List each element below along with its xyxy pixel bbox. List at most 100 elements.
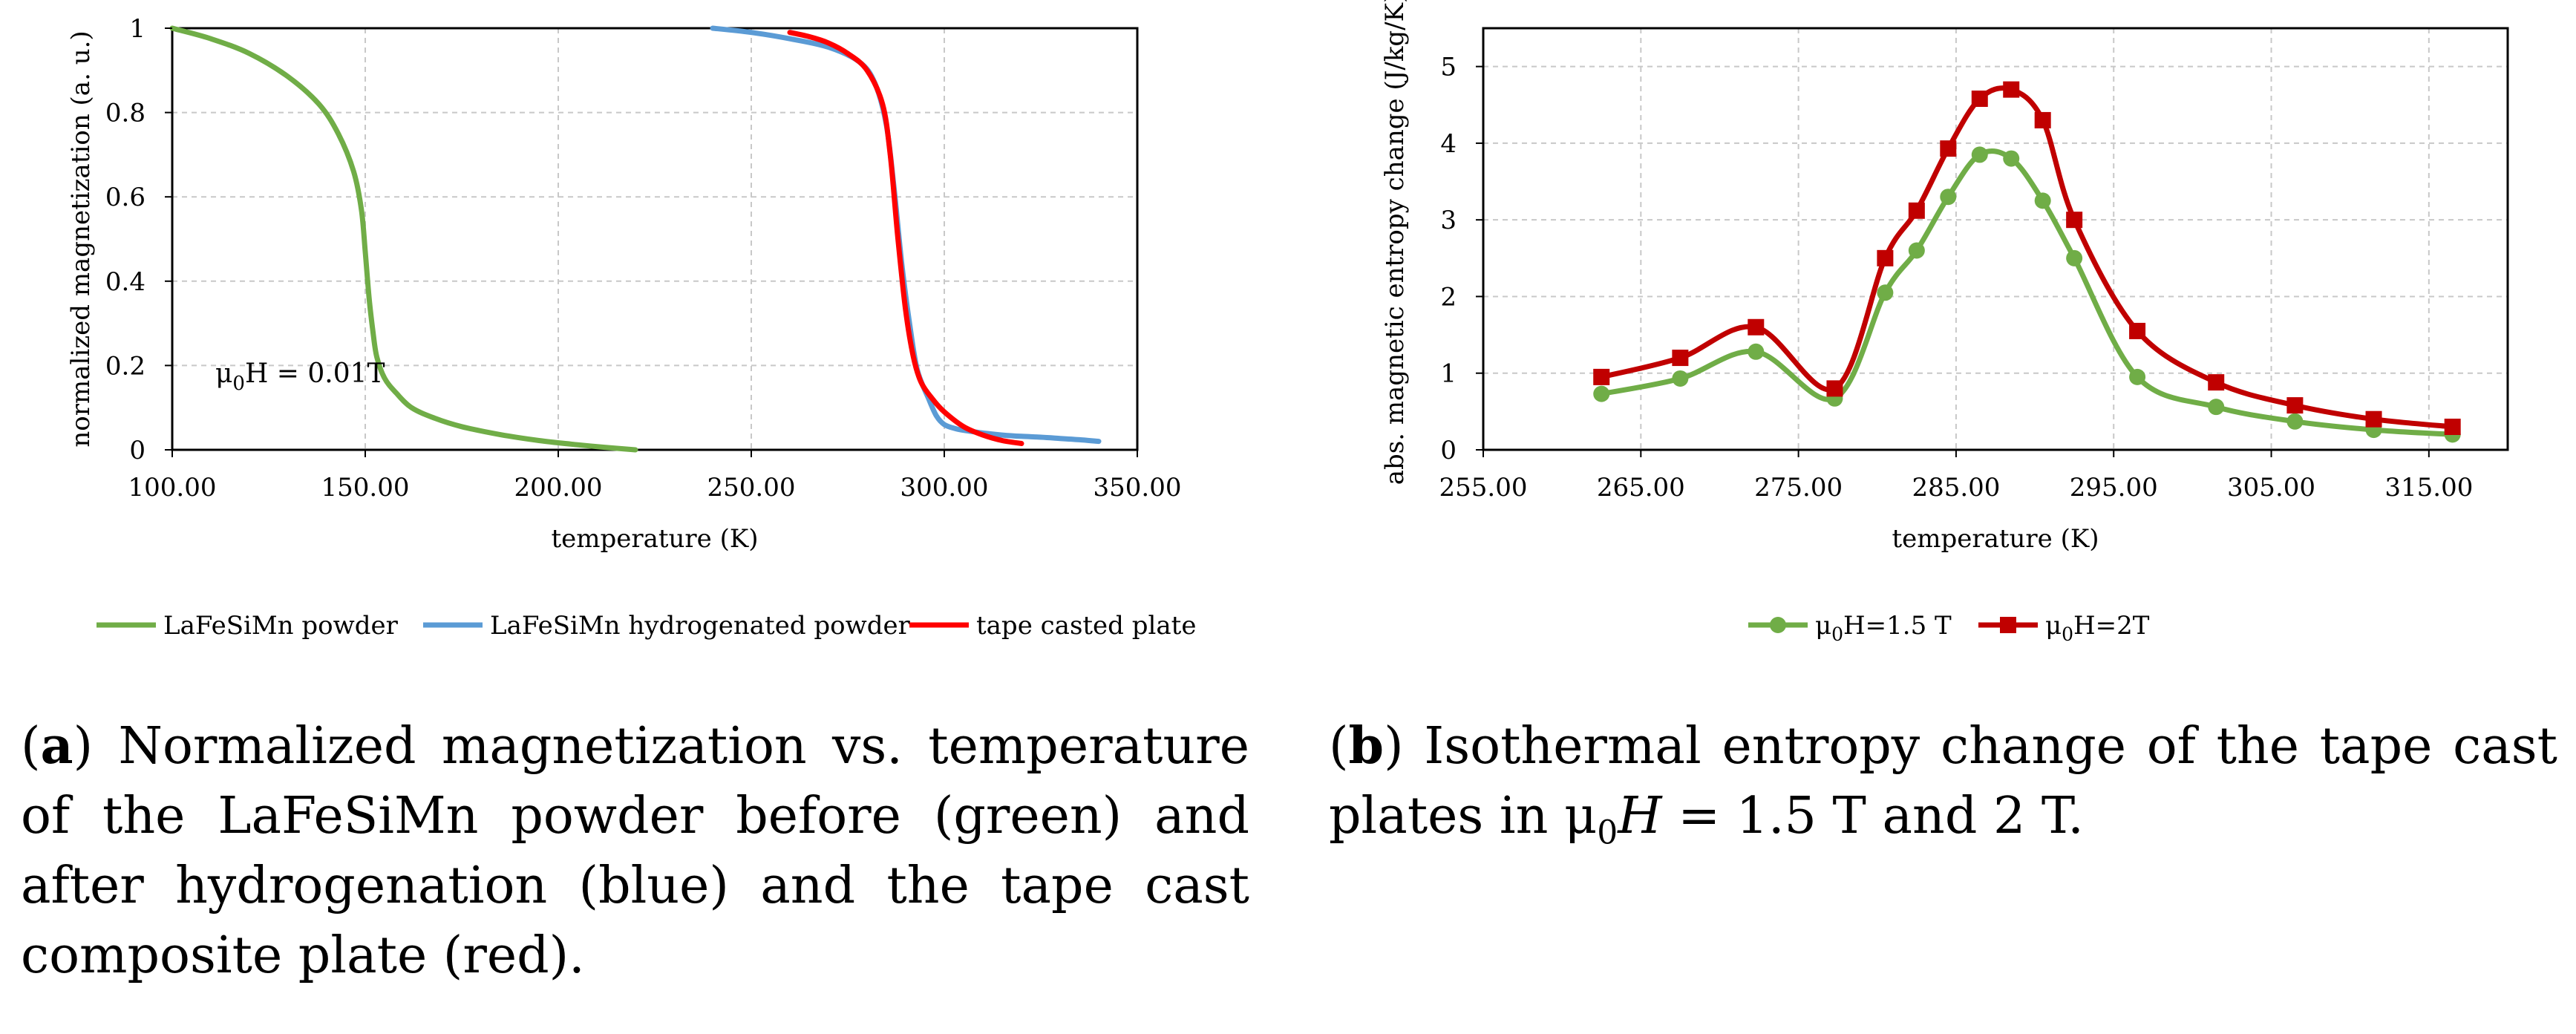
caption-b-pre: Isothermal entropy change of the tape ca…	[1329, 717, 2557, 845]
data-point-circle	[2034, 192, 2051, 209]
caption-b-label: b	[1348, 716, 1385, 776]
annotation-mu: μ	[215, 359, 232, 389]
data-point-circle	[2129, 368, 2146, 385]
legend-text-2: H=2T	[2073, 611, 2150, 641]
caption-b: (b) Isothermal entropy change of the tap…	[1329, 716, 2557, 852]
annotation-text: H = 0.01T	[245, 359, 385, 389]
data-point-circle	[1672, 370, 1689, 387]
y-tick-label: 1	[129, 14, 146, 44]
data-point-square	[2365, 410, 2382, 428]
caption-b-sub: 0	[1597, 814, 1618, 852]
caption-b-mu: μ	[1564, 787, 1598, 845]
legend-marker-square	[2000, 617, 2016, 633]
series-line-2	[787, 30, 1024, 446]
data-point-square	[1826, 380, 1843, 397]
data-point-circle	[1971, 146, 1988, 163]
data-point-circle	[1908, 242, 1925, 259]
series-line-1	[710, 25, 1102, 445]
legend-label-tape: tape casted plate	[976, 611, 1196, 641]
y-tick-label: 5	[1440, 53, 1457, 82]
legend-sub-2: 0	[2062, 624, 2073, 645]
data-point-square	[1940, 140, 1957, 157]
legend-mu-1: μ	[1815, 611, 1831, 641]
x-tick-label: 200.00	[514, 473, 603, 503]
data-point-square	[2066, 212, 2083, 229]
data-point-circle	[1593, 385, 1610, 402]
data-point-square	[2208, 374, 2225, 391]
series-line-0	[1598, 148, 2456, 437]
y-tick-label: 0	[129, 436, 146, 465]
y-tick-label: 4	[1440, 129, 1457, 159]
chart-a: 100.00 150.00 200.00 250.00 300.00 350.00 0 0.2…	[66, 14, 1196, 641]
legend-marker-circle	[1770, 617, 1786, 633]
x-tick-label: 285.00	[1912, 473, 2000, 503]
caption-a-text: Normalized magnetization vs. temperature…	[21, 717, 1249, 985]
data-point-square	[1593, 368, 1610, 385]
ticks-b: 255.00 265.00 275.00 285.00 295.00 305.00 315.…	[1439, 53, 2474, 503]
data-point-circle	[2003, 150, 2020, 167]
y-tick-label: 2	[1440, 282, 1457, 312]
y-tick-label: 0	[1440, 436, 1457, 465]
legend-a: LaFeSiMn powder LaFeSiMn hydrogenated po…	[97, 611, 1196, 641]
legend-label-2T: μ0H=2T	[2045, 611, 2150, 645]
x-tick-label: 265.00	[1597, 473, 1685, 503]
data-point-circle	[2208, 399, 2225, 416]
y-axis-label-b: abs. magnetic entropy change (J/kg/K)	[1380, 0, 1410, 485]
y-tick-label: 0.6	[105, 183, 146, 212]
plot-area-b	[1482, 27, 2509, 451]
legend-label-hydrogenated: LaFeSiMn hydrogenated powder	[490, 611, 911, 641]
data-point-square	[1908, 202, 1925, 219]
y-tick-label: 0.8	[105, 99, 146, 128]
x-tick-label: 250.00	[707, 473, 796, 503]
legend-label-1-5T: μ0H=1.5 T	[1815, 611, 1952, 645]
annotation-sub: 0	[232, 373, 245, 395]
plot-area-a	[171, 27, 1139, 451]
x-tick-label: 275.00	[1754, 473, 1843, 503]
chart-b: 255.00 265.00 275.00 285.00 295.00 305.00 315.…	[1380, 0, 2509, 645]
caption-b-h: H	[1618, 787, 1662, 845]
data-point-square	[2129, 322, 2146, 339]
figure: 100.00 150.00 200.00 250.00 300.00 350.00 0 0.2…	[66, 0, 2509, 645]
y-tick-label: 0.4	[105, 267, 146, 297]
series-line-1	[1598, 85, 2456, 430]
data-point-square	[1877, 249, 1894, 266]
data-point-square	[2003, 81, 2020, 98]
series-line-0	[169, 25, 638, 453]
legend-text-1: H=1.5 T	[1843, 611, 1952, 641]
data-point-square	[1672, 350, 1689, 367]
x-tick-label: 100.00	[128, 473, 217, 503]
data-point-circle	[2286, 413, 2304, 430]
x-tick-label: 150.00	[321, 473, 410, 503]
x-tick-label: 350.00	[1094, 473, 1182, 503]
x-axis-label-a: temperature (K)	[551, 524, 758, 554]
x-tick-label: 300.00	[900, 473, 989, 503]
y-tick-label: 3	[1440, 206, 1457, 235]
data-point-square	[1748, 318, 1765, 336]
x-tick-label: 255.00	[1439, 473, 1528, 503]
data-point-circle	[1877, 284, 1894, 301]
x-tick-label: 295.00	[2070, 473, 2158, 503]
series-group-b	[1593, 81, 2461, 443]
legend-label-powder: LaFeSiMn powder	[163, 611, 399, 641]
caption-a-label: a	[40, 716, 73, 776]
legend-sub-1: 0	[1831, 624, 1843, 645]
data-point-circle	[1748, 343, 1765, 360]
field-annotation-a: μ0H = 0.01T	[215, 359, 385, 395]
data-point-square	[1971, 91, 1988, 108]
data-point-square	[2034, 111, 2051, 128]
y-tick-label: 0.2	[105, 351, 146, 381]
caption-a: (a) Normalized magnetization vs. tempera…	[21, 716, 1249, 985]
data-point-circle	[1940, 189, 1957, 206]
y-tick-label: 1	[1440, 359, 1457, 389]
ticks-a: 100.00 150.00 200.00 250.00 300.00 350.00 0 0.2…	[105, 14, 1182, 503]
x-tick-label: 305.00	[2227, 473, 2315, 503]
x-axis-label-b: temperature (K)	[1892, 524, 2099, 554]
caption-b-post: = 1.5 T and 2 T.	[1661, 787, 2084, 845]
data-point-square	[2444, 419, 2461, 436]
series-group-a	[169, 25, 1102, 453]
data-point-square	[2286, 397, 2304, 414]
legend-mu-2: μ	[2045, 611, 2062, 641]
y-axis-label-a: normalized magnetization (a. u.)	[66, 30, 96, 447]
x-tick-label: 315.00	[2384, 473, 2473, 503]
legend-b: μ0H=1.5 T μ0H=2T	[1748, 611, 2150, 645]
